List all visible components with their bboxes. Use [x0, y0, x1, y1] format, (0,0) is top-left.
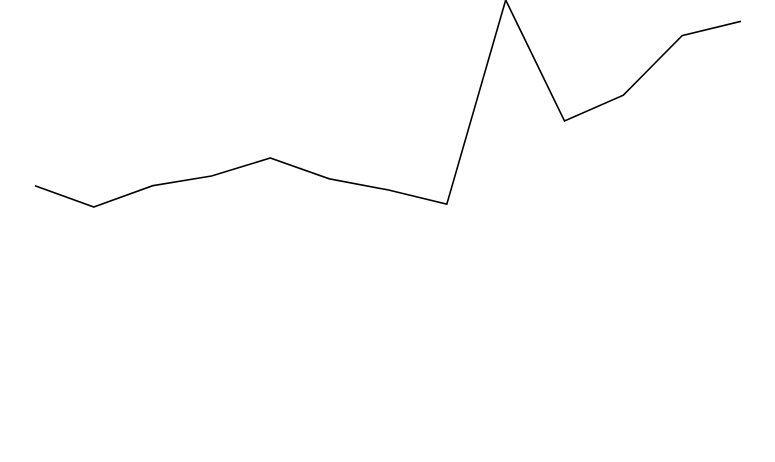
data-point-1-2 [91, 204, 97, 210]
data-point-1-11 [620, 92, 626, 98]
data-point-1-12 [679, 33, 685, 39]
data-point-1-13 [738, 18, 744, 24]
data-point-1-4 [209, 173, 215, 179]
data-point-1-5 [267, 155, 273, 161]
data-point-1-10 [562, 118, 568, 124]
point-layer [32, 0, 744, 210]
data-point-1-7 [385, 187, 391, 193]
series-layer [34, 0, 742, 208]
data-point-1-8 [444, 201, 450, 207]
data-point-1-6 [326, 176, 332, 182]
data-point-1-3 [150, 183, 156, 189]
data-point-1-1 [32, 183, 38, 189]
series-line-1 [34, 0, 742, 208]
